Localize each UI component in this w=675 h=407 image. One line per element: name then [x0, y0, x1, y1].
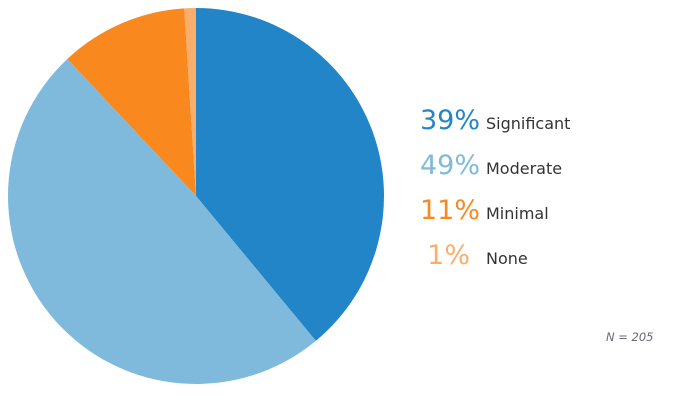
legend-item-minimal: 11% Minimal — [420, 188, 570, 233]
pie-slice-none — [184, 8, 196, 196]
legend-pct-minimal: 11% — [420, 195, 481, 226]
legend-pct-none: 1% — [427, 240, 470, 271]
legend: 39% Significant 49% Moderate 11% Minimal 1%… — [420, 98, 570, 278]
sample-size-note: N = 205 — [606, 330, 654, 344]
legend-item-none: 1% None — [420, 233, 570, 278]
pie-chart — [8, 8, 384, 384]
legend-label-none: None — [486, 249, 528, 268]
legend-label-minimal: Minimal — [486, 204, 549, 223]
pie-slice-moderate — [8, 58, 316, 384]
legend-label-significant: Significant — [486, 114, 571, 133]
pie-slice-significant — [196, 8, 384, 341]
legend-pct-moderate: 49% — [420, 150, 481, 181]
legend-item-significant: 39% Significant — [420, 98, 570, 143]
legend-pct-significant: 39% — [420, 105, 481, 136]
pie-slice-minimal — [67, 8, 196, 197]
legend-item-moderate: 49% Moderate — [420, 143, 570, 188]
legend-label-moderate: Moderate — [486, 159, 563, 178]
